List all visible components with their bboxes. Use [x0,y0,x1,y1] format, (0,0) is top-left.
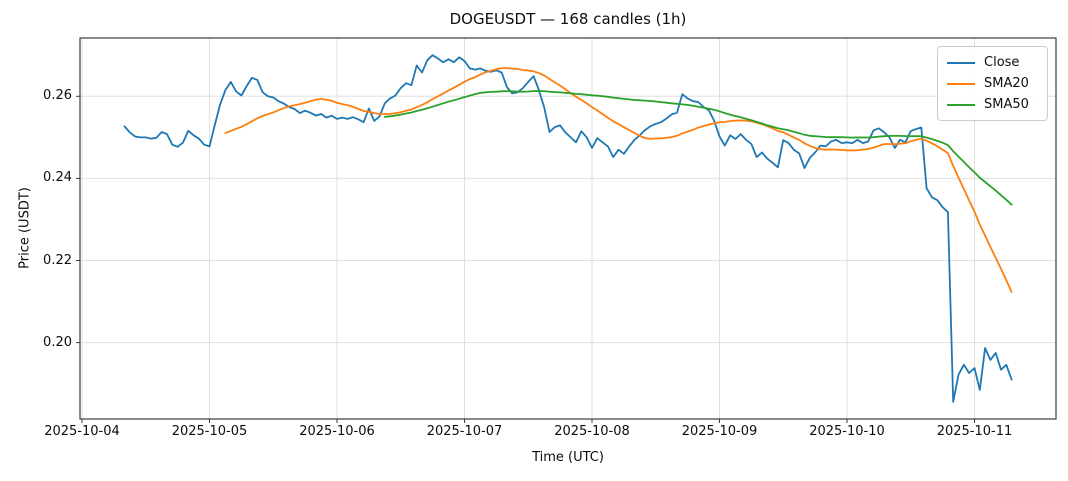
y-tick-label: 0.26 [43,88,72,104]
y-tick-label: 0.24 [43,170,72,186]
legend-entry-sma50: SMA50 [947,96,1038,113]
axes-frame [79,37,1057,420]
x-tick-label: 2025-10-09 [681,424,758,439]
y-tick-label: 0.20 [43,334,72,350]
sma50-line [383,90,1013,206]
x-tick-label: 2025-10-08 [554,424,630,439]
sma20-line [224,67,1013,293]
x-tick-label: 2025-10-07 [426,424,503,439]
x-tick-label: 2025-10-04 [44,424,120,439]
legend-label-close: Close [984,55,1020,70]
sma50-line-swatch [947,103,975,106]
legend-entry-sma20: SMA20 [947,75,1038,92]
chart-title: DOGEUSDT — 168 candles (1h) [449,10,687,28]
legend-entry-close: Close [947,54,1038,71]
x-tick-label: 2025-10-10 [809,424,885,439]
x-tick-label: 2025-10-11 [936,424,1013,439]
sma20-line-swatch [947,82,975,85]
close-line [123,54,1013,403]
legend-label-sma50: SMA50 [984,97,1029,112]
x-axis-label: Time (UTC) [532,450,604,465]
x-tick-label: 2025-10-05 [171,424,248,439]
close-line-swatch [947,61,975,64]
legend-label-sma20: SMA20 [984,76,1029,91]
y-tick-label: 0.22 [43,252,72,268]
legend: Close SMA20 SMA50 [937,46,1048,121]
x-tick-label: 2025-10-06 [299,424,375,439]
